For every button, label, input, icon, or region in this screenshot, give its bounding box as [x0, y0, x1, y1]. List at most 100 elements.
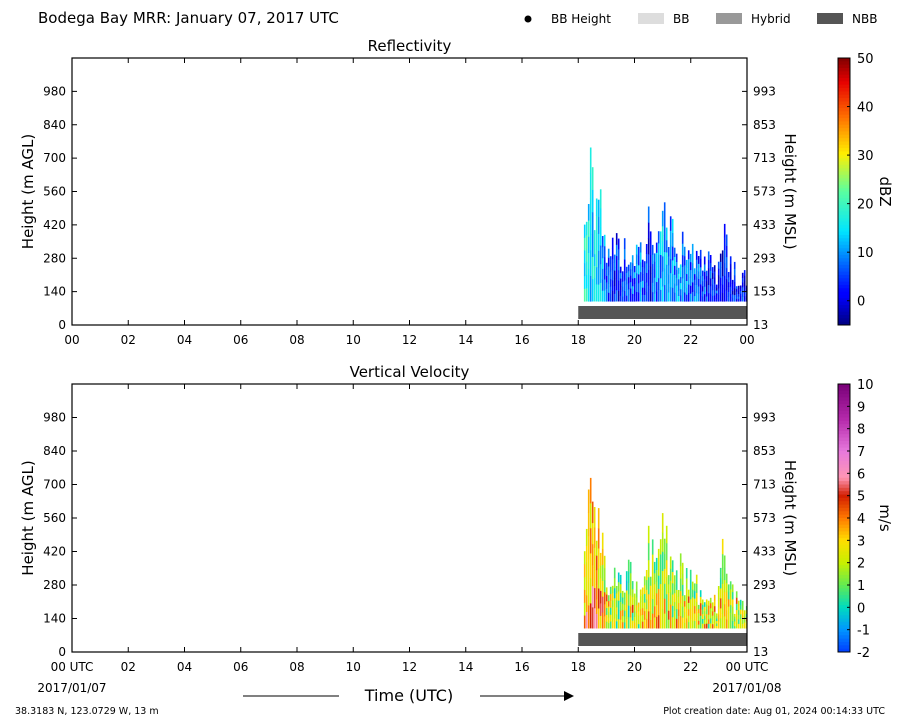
colorbar-segment: [838, 118, 850, 122]
radar-cell: [627, 571, 630, 583]
radar-cell: [659, 598, 662, 614]
radar-cell: [681, 266, 684, 279]
legend-item: Hybrid: [716, 12, 791, 26]
radar-cell: [647, 285, 650, 302]
radar-cell: [653, 253, 656, 262]
radar-cell: [693, 583, 696, 592]
colorbar-segment: [838, 308, 850, 313]
colorbar-segment: [838, 611, 850, 616]
colorbar-segment: [838, 251, 850, 256]
figure-title: Bodega Bay MRR: January 07, 2017 UTC: [38, 9, 339, 27]
radar-cell: [595, 266, 598, 285]
radar-cell: [627, 276, 630, 284]
radar-cell: [607, 595, 610, 602]
radar-cell: [649, 602, 652, 612]
radar-cell: [699, 267, 702, 276]
radar-cell: [607, 257, 610, 267]
radar-cell: [591, 607, 594, 629]
radar-cell: [619, 601, 622, 611]
colorbar-segment: [838, 231, 850, 236]
colorbar-segment: [838, 71, 850, 76]
radar-cell: [737, 290, 740, 294]
plot-frame: [71, 57, 748, 326]
radar-cell: [685, 598, 688, 609]
radar-cell: [629, 268, 632, 276]
radar-cell: [659, 243, 662, 255]
radar-cell: [593, 507, 596, 528]
radar-cell: [653, 572, 656, 585]
radar-cell: [727, 606, 730, 614]
radar-cell: [703, 619, 706, 625]
colorbar-segment: [838, 528, 850, 532]
radar-cell: [623, 616, 626, 623]
radar-cell: [679, 603, 682, 616]
colorbar-segment: [838, 81, 850, 86]
radar-cell: [615, 593, 618, 601]
radar-cell: [613, 567, 616, 579]
y-tick-right-label: 153: [753, 612, 776, 626]
radar-cell: [657, 254, 660, 267]
radar-cell: [709, 597, 712, 604]
colorbar-segment: [838, 301, 850, 306]
colorbar-segment: [838, 281, 850, 286]
radar-cell: [705, 296, 708, 302]
radar-cell: [585, 595, 588, 612]
colorbar-label: dBZ: [876, 176, 894, 206]
radar-cell: [737, 298, 740, 302]
radar-cell: [665, 611, 668, 629]
radar-cell: [663, 218, 666, 236]
radar-cell: [705, 599, 708, 605]
radar-cell: [727, 584, 730, 593]
radar-cell: [705, 604, 708, 610]
radar-cell: [735, 603, 738, 611]
radar-cell: [719, 618, 722, 629]
radar-cell: [679, 282, 682, 290]
radar-cell: [675, 618, 678, 629]
radar-cell: [649, 585, 652, 595]
radar-cell: [603, 591, 606, 605]
colorbar-segment: [838, 625, 850, 630]
radar-cell: [687, 292, 690, 302]
colorbar: -2 -1 0 1 2 3 4 5 6 7 8 9 10 m/s: [837, 378, 894, 661]
radar-cell: [713, 295, 716, 302]
radar-cell: [619, 272, 622, 279]
radar-cell: [685, 568, 688, 579]
radar-cell: [613, 597, 616, 609]
radar-cell: [703, 293, 706, 302]
radar-cell: [715, 287, 718, 291]
radar-cell: [741, 623, 744, 629]
radar-cell: [683, 617, 686, 623]
radar-cell: [711, 606, 714, 612]
radar-cell: [651, 263, 654, 274]
radar-cell: [689, 261, 692, 271]
y-tick-right-label: 993: [753, 411, 776, 425]
radar-cell: [605, 587, 608, 595]
radar-cell: [617, 618, 620, 629]
radar-cell: [621, 609, 624, 617]
radar-cell: [607, 622, 610, 629]
radar-cell: [607, 600, 610, 607]
y-tick-right-label: 13: [753, 645, 768, 659]
colorbar-segment: [838, 518, 850, 522]
radar-cell: [717, 274, 720, 282]
radar-cell: [735, 609, 738, 617]
radar-cell: [641, 266, 644, 274]
radar-cell: [707, 609, 710, 615]
radar-cell: [737, 288, 740, 292]
radar-cell: [711, 615, 714, 620]
radar-cell: [615, 233, 618, 245]
x-tick-label: 16: [514, 660, 529, 674]
radar-cell: [599, 615, 602, 629]
radar-cell: [655, 581, 658, 594]
radar-cell: [691, 589, 694, 598]
radar-cell: [719, 285, 722, 294]
x-tick-label: 00: [64, 333, 79, 347]
radar-cell: [671, 616, 674, 629]
y-tick-right-label: 853: [753, 118, 776, 132]
radar-cell: [591, 278, 594, 302]
radar-cell: [599, 207, 602, 227]
radar-cell: [687, 615, 690, 623]
radar-cell: [701, 613, 704, 619]
radar-cell: [609, 621, 612, 629]
radar-cell: [675, 589, 678, 600]
